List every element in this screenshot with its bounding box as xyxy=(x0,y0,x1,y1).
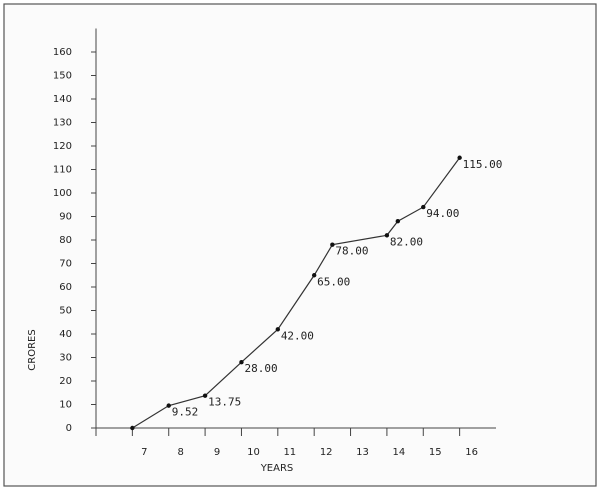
y-tick-label: 60 xyxy=(59,282,72,293)
y-tick-label: 0 xyxy=(66,423,72,434)
x-tick-label: 13 xyxy=(356,447,369,458)
y-tick-label: 160 xyxy=(53,47,72,58)
y-tick-label: 30 xyxy=(59,353,72,364)
y-tick-label: 50 xyxy=(59,306,72,317)
frame xyxy=(3,3,597,487)
data-point xyxy=(275,327,281,332)
data-point xyxy=(395,219,401,224)
data-label: 13.75 xyxy=(208,396,241,409)
y-tick-label: 150 xyxy=(53,71,72,82)
x-tick-label: 8 xyxy=(178,447,184,458)
y-axis-label: CRORES xyxy=(27,329,38,370)
data-point xyxy=(130,425,135,431)
y-tick-label: 10 xyxy=(59,400,72,411)
y-tick-label: 100 xyxy=(53,188,72,199)
data-label: 42.00 xyxy=(281,329,314,342)
y-tick-label: 70 xyxy=(59,259,72,270)
data-point xyxy=(166,403,171,408)
data-point xyxy=(311,273,317,278)
data-label: 9.52 xyxy=(172,406,199,419)
x-tick-label: 9 xyxy=(214,447,220,458)
y-tick-label: 90 xyxy=(59,212,72,223)
y-tick-label: 140 xyxy=(53,94,72,105)
data-label: 82.00 xyxy=(390,235,423,248)
x-tick-label: 7 xyxy=(141,447,147,458)
x-tick-label: 11 xyxy=(283,447,296,458)
y-tick-label: 40 xyxy=(59,329,72,340)
data-label: 65.00 xyxy=(317,275,350,288)
data-label: 78.00 xyxy=(335,245,368,258)
y-tick-label: 80 xyxy=(59,235,72,246)
y-tick-label: 130 xyxy=(53,118,72,129)
data-point xyxy=(202,393,208,398)
x-tick-label: 12 xyxy=(320,447,333,458)
data-point xyxy=(384,233,390,238)
x-axis-label: YEARS xyxy=(260,463,294,474)
data-point xyxy=(330,242,335,247)
y-tick-label: 120 xyxy=(53,141,72,152)
data-label: 94.00 xyxy=(426,207,459,220)
x-tick-label: 16 xyxy=(465,447,478,458)
x-tick-label: 10 xyxy=(247,447,260,458)
data-point xyxy=(421,204,426,210)
data-label: 28.00 xyxy=(244,362,277,375)
data-point xyxy=(457,155,462,160)
y-tick-label: 20 xyxy=(59,376,72,387)
data-point xyxy=(239,360,244,365)
x-tick-label: 15 xyxy=(429,447,442,458)
x-tick-label: 14 xyxy=(393,447,406,458)
y-tick-label: 110 xyxy=(53,165,72,176)
data-label: 115.00 xyxy=(463,158,503,171)
